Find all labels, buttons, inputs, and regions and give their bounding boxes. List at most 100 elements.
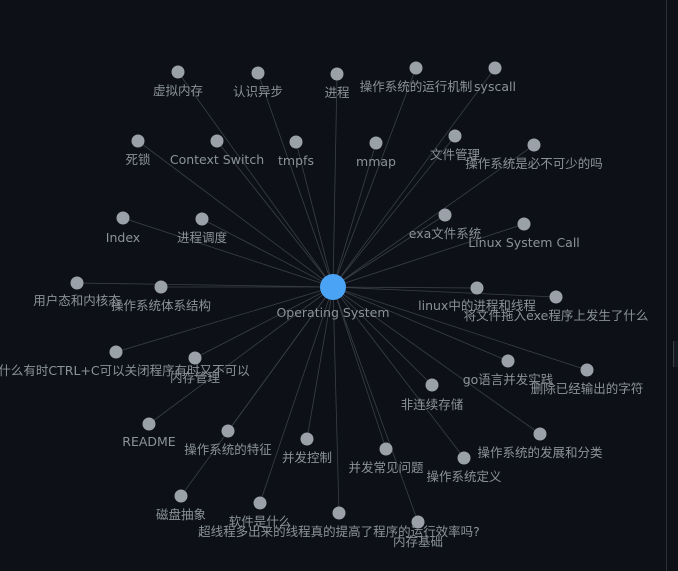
graph-node[interactable]: Context Switch — [170, 134, 264, 168]
graph-node[interactable]: 磁盘抽象 — [156, 489, 206, 523]
node-circle[interactable] — [131, 134, 145, 148]
node-circle[interactable] — [210, 134, 224, 148]
node-circle[interactable] — [330, 67, 344, 81]
graph-node[interactable]: 死锁 — [125, 134, 151, 168]
graph-node[interactable]: 认识异步 — [233, 66, 283, 100]
node-circle[interactable] — [470, 281, 484, 295]
node-label: 虚拟内存 — [153, 83, 203, 98]
center-node[interactable]: Operating System — [276, 274, 390, 320]
edge-3 — [332, 67, 417, 288]
node-circle[interactable] — [549, 290, 563, 304]
graph-node[interactable]: 内存基础 — [393, 515, 443, 550]
edge-0 — [177, 71, 334, 288]
graph-node[interactable]: 非连续存储 — [401, 378, 464, 413]
graph-node[interactable]: 什么有时CTRL+C可以关闭程序有时又不可以 — [0, 345, 250, 379]
graph-node[interactable]: mmap — [356, 136, 396, 170]
node-label: 文件管理 — [430, 147, 481, 162]
node-circle[interactable] — [195, 212, 209, 226]
graph-node[interactable]: 操作系统定义 — [426, 451, 502, 485]
node-circle[interactable] — [332, 506, 346, 520]
graph-node[interactable]: go语言并发实践 — [463, 354, 554, 388]
node-circle[interactable] — [174, 489, 188, 503]
graph-node[interactable]: 操作系统是必不可少的吗 — [465, 138, 603, 172]
graph-node[interactable]: tmpfs — [278, 135, 314, 169]
node-circle[interactable] — [527, 138, 541, 152]
edge-32 — [332, 286, 340, 514]
scrollbar-handle[interactable] — [673, 341, 678, 367]
edge-9 — [332, 135, 456, 288]
node-circle[interactable] — [448, 129, 462, 143]
edge-1 — [257, 72, 334, 288]
graph-node[interactable]: 并发常见问题 — [348, 442, 424, 476]
graph-node[interactable]: 操作系统的发展和分类 — [477, 427, 603, 461]
node-label: mmap — [356, 154, 396, 169]
node-label: 死锁 — [125, 152, 151, 167]
node-circle[interactable] — [409, 61, 423, 75]
edge-12 — [201, 218, 334, 288]
edge-4 — [332, 67, 496, 288]
graph-node[interactable]: README — [122, 417, 176, 450]
node-circle[interactable] — [379, 442, 393, 456]
node-circle[interactable] — [411, 515, 425, 529]
node-label: Index — [106, 230, 140, 245]
node-label: 进程调度 — [177, 230, 228, 245]
node-circle[interactable] — [171, 65, 185, 79]
node-circle[interactable] — [154, 280, 168, 294]
node-circle[interactable] — [253, 496, 267, 510]
center-node-label: Operating System — [276, 305, 389, 320]
graph-node[interactable]: 进程调度 — [177, 212, 228, 246]
node-label: 磁盘抽象 — [156, 507, 206, 522]
graph-node[interactable]: 将文件拖入exe程序上发生了什么 — [464, 290, 649, 324]
node-circle[interactable] — [221, 424, 235, 438]
node-circle[interactable] — [517, 217, 531, 231]
node-circle[interactable] — [438, 208, 452, 222]
node-circle[interactable] — [109, 345, 123, 359]
graph-node[interactable]: 文件管理 — [430, 129, 481, 163]
node-circle[interactable] — [251, 66, 265, 80]
graph-node[interactable]: exa文件系统 — [409, 208, 482, 242]
node-circle[interactable] — [580, 363, 594, 377]
node-circle[interactable] — [425, 378, 439, 392]
graph-node[interactable]: 用户态和内核态 — [33, 276, 121, 309]
graph-node[interactable]: 操作系统体系结构 — [111, 280, 211, 314]
graph-node[interactable]: 虚拟内存 — [153, 65, 203, 99]
edge-15 — [76, 282, 334, 288]
node-circle[interactable] — [142, 417, 156, 431]
edge-7 — [295, 141, 334, 288]
graph-node[interactable]: 操作系统的特征 — [184, 424, 272, 458]
graph-node[interactable]: 进程 — [324, 67, 350, 101]
graph-node[interactable]: 操作系统的运行机制 — [360, 61, 473, 95]
edge-11 — [122, 217, 334, 288]
node-label: 超线程多出来的线程真的提高了程序的运行效率吗? — [198, 524, 480, 539]
node-circle[interactable] — [116, 211, 130, 225]
node-circle[interactable] — [533, 427, 547, 441]
graph-node[interactable]: Linux System Call — [468, 217, 580, 251]
graph-node[interactable]: 超线程多出来的线程真的提高了程序的运行效率吗? — [198, 506, 480, 540]
node-circle[interactable] — [300, 432, 314, 446]
graph-node[interactable]: linux中的进程和线程 — [418, 281, 536, 314]
graph-node[interactable]: 删除已经输出的字符 — [531, 363, 644, 397]
node-label: 并发控制 — [282, 450, 332, 465]
node-label: 认识异步 — [233, 84, 283, 99]
graph-node[interactable]: 内存管理 — [170, 351, 221, 386]
edge-24 — [148, 286, 334, 425]
node-circle[interactable] — [501, 354, 515, 368]
graph-node[interactable]: syscall — [474, 61, 516, 95]
node-circle[interactable] — [488, 61, 502, 75]
node-circle[interactable] — [289, 135, 303, 149]
node-circle[interactable] — [369, 136, 383, 150]
node-circle[interactable] — [457, 451, 471, 465]
node-circle[interactable] — [188, 351, 202, 365]
edges — [76, 67, 588, 523]
edge-5 — [137, 140, 334, 288]
center-node-circle[interactable] — [320, 274, 346, 300]
edge-23 — [332, 286, 433, 386]
node-label: 操作系统是必不可少的吗 — [465, 156, 603, 171]
node-circle[interactable] — [70, 276, 84, 290]
node-label: 用户态和内核态 — [33, 293, 121, 308]
edge-6 — [216, 140, 334, 288]
graph-node[interactable]: 并发控制 — [282, 432, 332, 466]
graph-node[interactable]: Index — [106, 211, 140, 246]
graph-node[interactable]: 软件是什么 — [229, 496, 292, 530]
